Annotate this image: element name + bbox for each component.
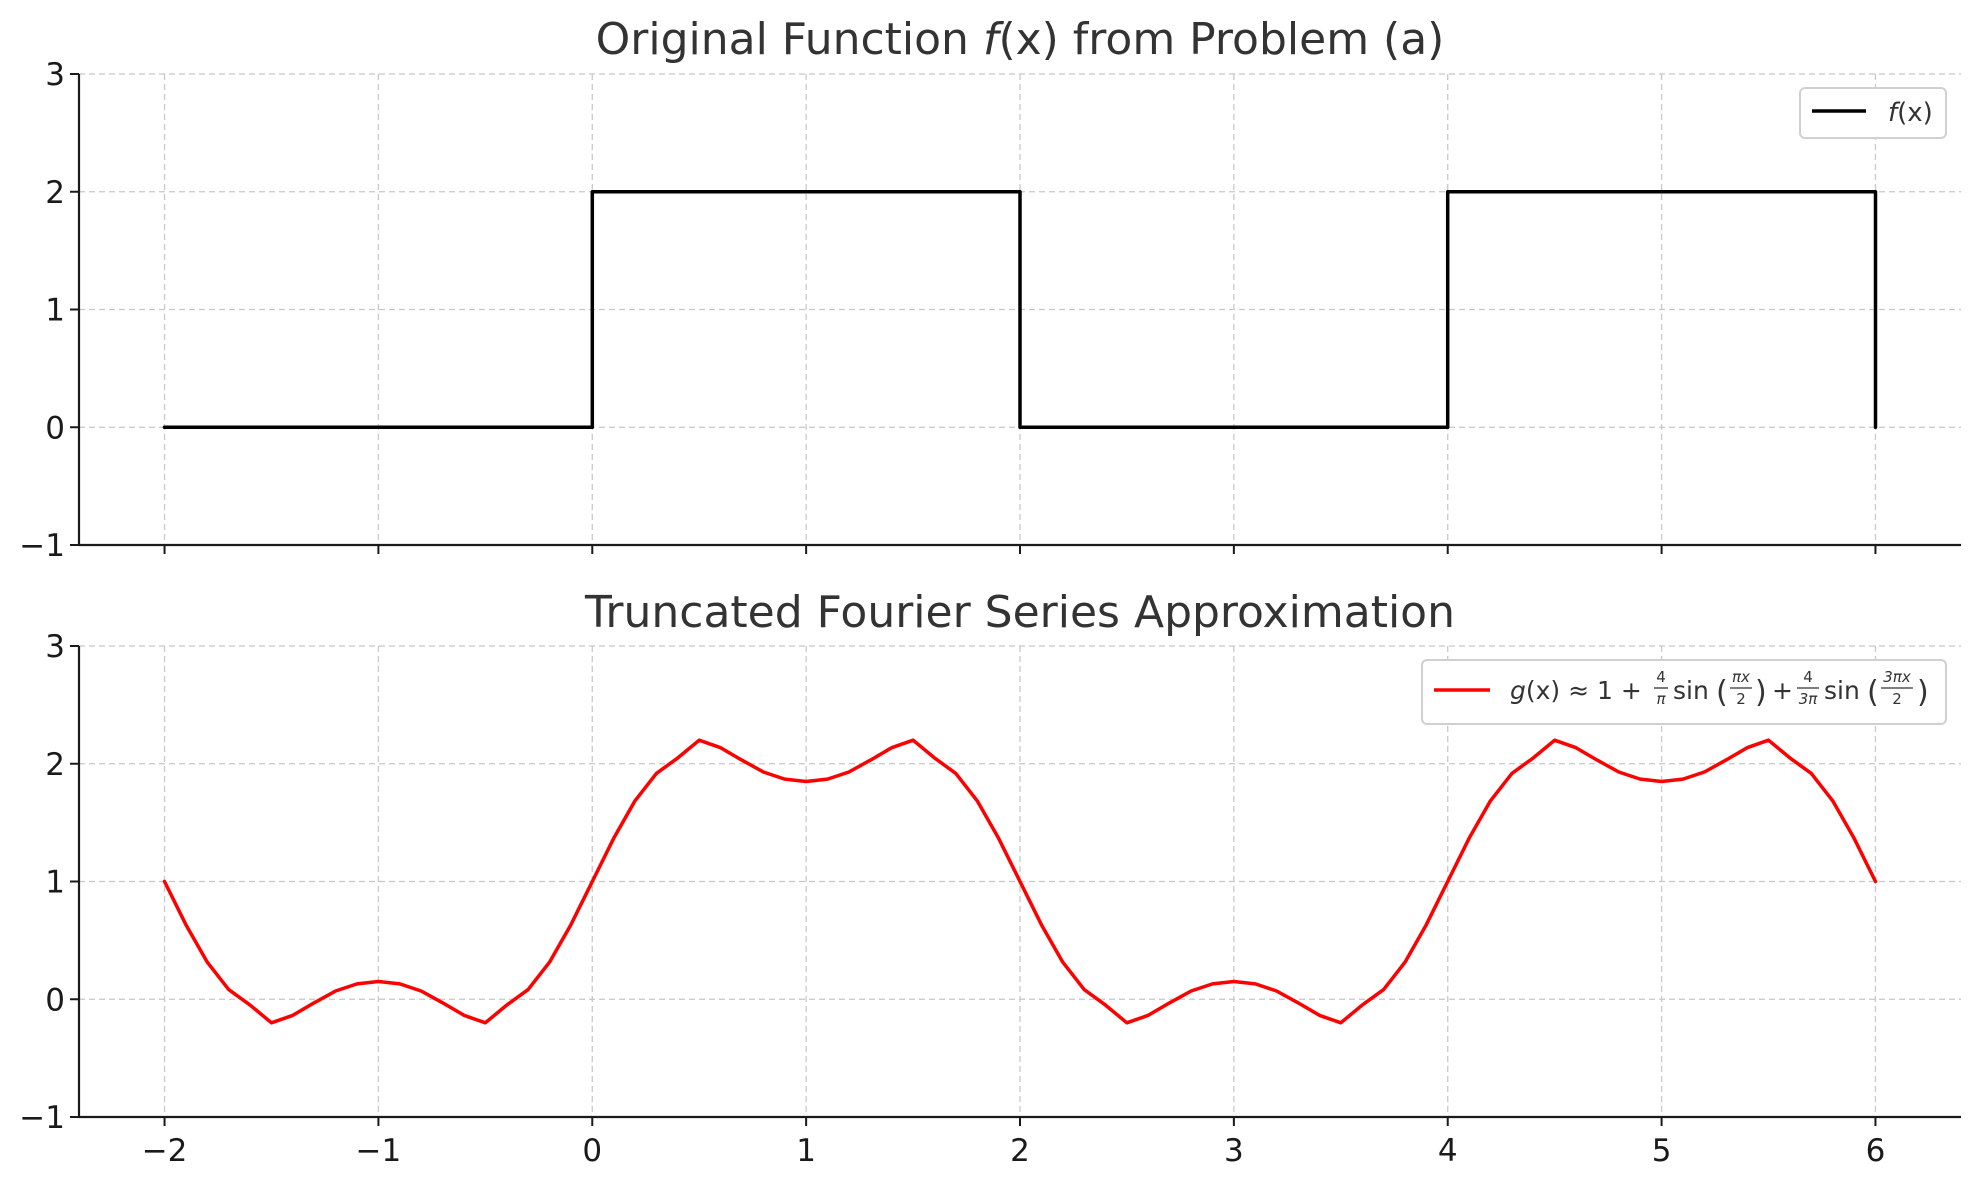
top-legend-label-rest: (x) [1897,98,1933,128]
legend-g-letter: g [1510,676,1526,705]
bottom-y-tick-label-2: 1 [45,865,65,901]
top-y-tick-label-4: 3 [45,57,65,93]
top-title-suffix: (x) from Problem (a) [998,14,1444,65]
top-series-line-0 [162,190,1878,430]
legend-paren2-close: ) [1917,675,1929,710]
top-chart-title: Original Function f(x) from Problem (a) [596,14,1445,65]
legend-plus: + [1772,676,1793,705]
top-legend: f(x) [1799,87,1947,139]
legend-frac1-den: π [1656,690,1666,708]
top-legend-label: f(x) [1888,98,1933,128]
bottom-y-tick-label-4: 3 [45,629,65,665]
bottom-chart-panel: Truncated Fourier Series Approximation −… [19,587,1961,1169]
bottom-x-tick-label-4: 2 [1010,1133,1030,1169]
bottom-x-tick-label-0: −2 [142,1133,188,1169]
bottom-legend-box [1421,659,1947,725]
bottom-legend: g(x) ≈ 1 + 4 π sin ( πx 2 ) + 4 3π sin (… [1421,659,1947,725]
top-y-tick-label-1: 0 [45,410,65,446]
legend-frac2-den: 2 [1736,690,1746,708]
bottom-y-tick-label-0: −1 [19,1100,65,1136]
bottom-legend-label: g(x) ≈ 1 + 4 π sin ( πx 2 ) + 4 3π sin (… [1510,668,1929,710]
bottom-x-tick-label-8: 6 [1866,1133,1886,1169]
legend-sin1: sin [1673,676,1709,705]
bottom-x-tick-label-7: 5 [1652,1133,1672,1169]
top-y-tick-label-0: −1 [19,528,65,564]
bottom-series-layer [162,738,1878,1025]
top-legend-box [1799,87,1947,139]
bottom-x-tick-label-6: 4 [1438,1133,1458,1169]
bottom-y-tick-label-3: 2 [45,747,65,783]
legend-paren1-open: ( [1716,675,1728,710]
legend-frac3-num: 4 [1803,668,1813,686]
top-series-layer [162,190,1878,430]
bottom-x-tick-label-2: 0 [582,1133,602,1169]
top-chart-panel: Original Function f(x) from Problem (a) … [19,14,1961,564]
legend-frac2-num: πx [1732,668,1750,686]
bottom-y-tick-label-1: 0 [45,982,65,1018]
bottom-x-tick-label-5: 3 [1224,1133,1244,1169]
bottom-x-tick-label-1: −1 [356,1133,402,1169]
top-y-tick-label-2: 1 [45,293,65,329]
bottom-series-line-0 [162,738,1878,1025]
legend-sin2: sin [1824,676,1860,705]
legend-paren1-close: ) [1755,675,1767,710]
legend-approx: (x) ≈ 1 + [1526,676,1642,705]
top-y-tick-label-3: 2 [45,175,65,211]
legend-frac4-num: 3πx [1883,668,1911,686]
bottom-x-tick-label-3: 1 [796,1133,816,1169]
legend-frac4-den: 2 [1892,690,1902,708]
legend-paren2-open: ( [1867,675,1879,710]
top-axes: −1 0 1 2 3 [19,57,1961,564]
top-title-prefix: Original Function [596,14,983,65]
bottom-axes: −1 0 1 2 3 −2 −1 0 1 2 3 4 5 6 [19,629,1961,1169]
legend-g: g(x) ≈ 1 + [1510,676,1642,705]
legend-frac3-den: 3π [1799,690,1819,708]
legend-frac1-num: 4 [1656,668,1666,686]
bottom-chart-title: Truncated Fourier Series Approximation [584,587,1455,638]
